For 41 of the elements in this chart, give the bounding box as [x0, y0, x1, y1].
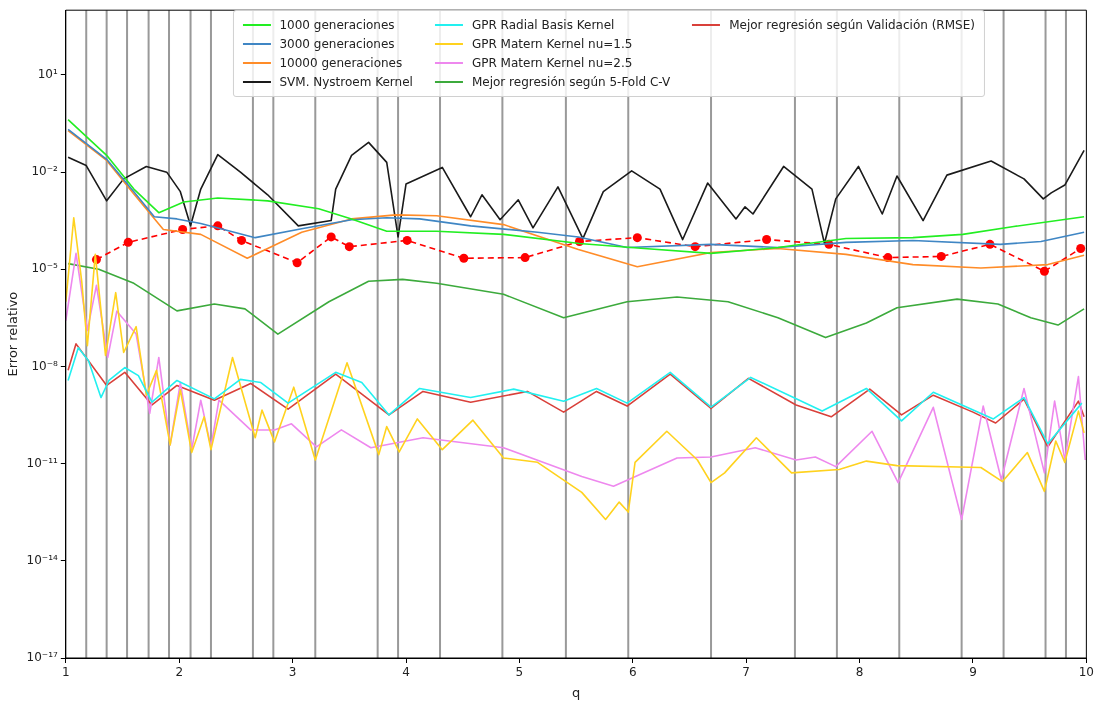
- y-tick-label: 10⁻²: [31, 164, 59, 179]
- point: [402, 235, 412, 245]
- y-tick-label: 10⁻⁵: [31, 261, 59, 276]
- point: [459, 253, 469, 263]
- point: [1039, 266, 1049, 276]
- legend-label: Mejor regresión según 5-Fold C-V: [471, 75, 671, 89]
- point: [344, 242, 354, 252]
- legend-label: 1000 generaciones: [279, 18, 395, 32]
- x-tick-label: 3: [288, 665, 297, 680]
- legend-label: 10000 generaciones: [279, 56, 403, 70]
- x-tick-label: 2: [175, 665, 184, 680]
- point: [237, 235, 247, 245]
- point: [936, 251, 946, 261]
- point: [520, 253, 530, 263]
- legend-label: SVM. Nystroem Kernel: [279, 75, 413, 89]
- point: [292, 258, 302, 268]
- y-tick-label: 10⁻⁸: [31, 358, 59, 373]
- y-tick-label: 10⁻¹¹: [26, 455, 58, 470]
- x-tick-label: 9: [969, 665, 977, 680]
- legend-label: GPR Matern Kernel nu=1.5: [471, 37, 633, 51]
- x-tick-label: 5: [515, 665, 524, 680]
- x-tick-label: 7: [742, 665, 751, 680]
- point: [1076, 243, 1086, 253]
- x-tick-label: 10: [1078, 665, 1095, 680]
- point: [632, 233, 642, 243]
- point: [762, 235, 772, 245]
- legend-label: 3000 generaciones: [279, 37, 395, 51]
- x-tick-label: 8: [855, 665, 864, 680]
- legend-label: Mejor regresión según Validación (RMSE): [729, 18, 975, 32]
- y-tick-label: 10⁻¹⁴: [26, 552, 58, 567]
- point: [123, 237, 133, 247]
- y-axis-title: Error relativo: [5, 291, 21, 377]
- y-tick-label: 10⁻¹⁷: [26, 650, 58, 665]
- y-tick-label: 10¹: [37, 67, 58, 82]
- x-tick-label: 6: [628, 665, 637, 680]
- x-axis-title: q: [571, 684, 581, 700]
- legend-label: GPR Matern Kernel nu=2.5: [471, 56, 633, 70]
- legend-label: GPR Radial Basis Kernel: [471, 18, 615, 32]
- x-tick-label: 4: [402, 665, 410, 680]
- point: [326, 232, 336, 242]
- x-tick-label: 1: [62, 665, 70, 680]
